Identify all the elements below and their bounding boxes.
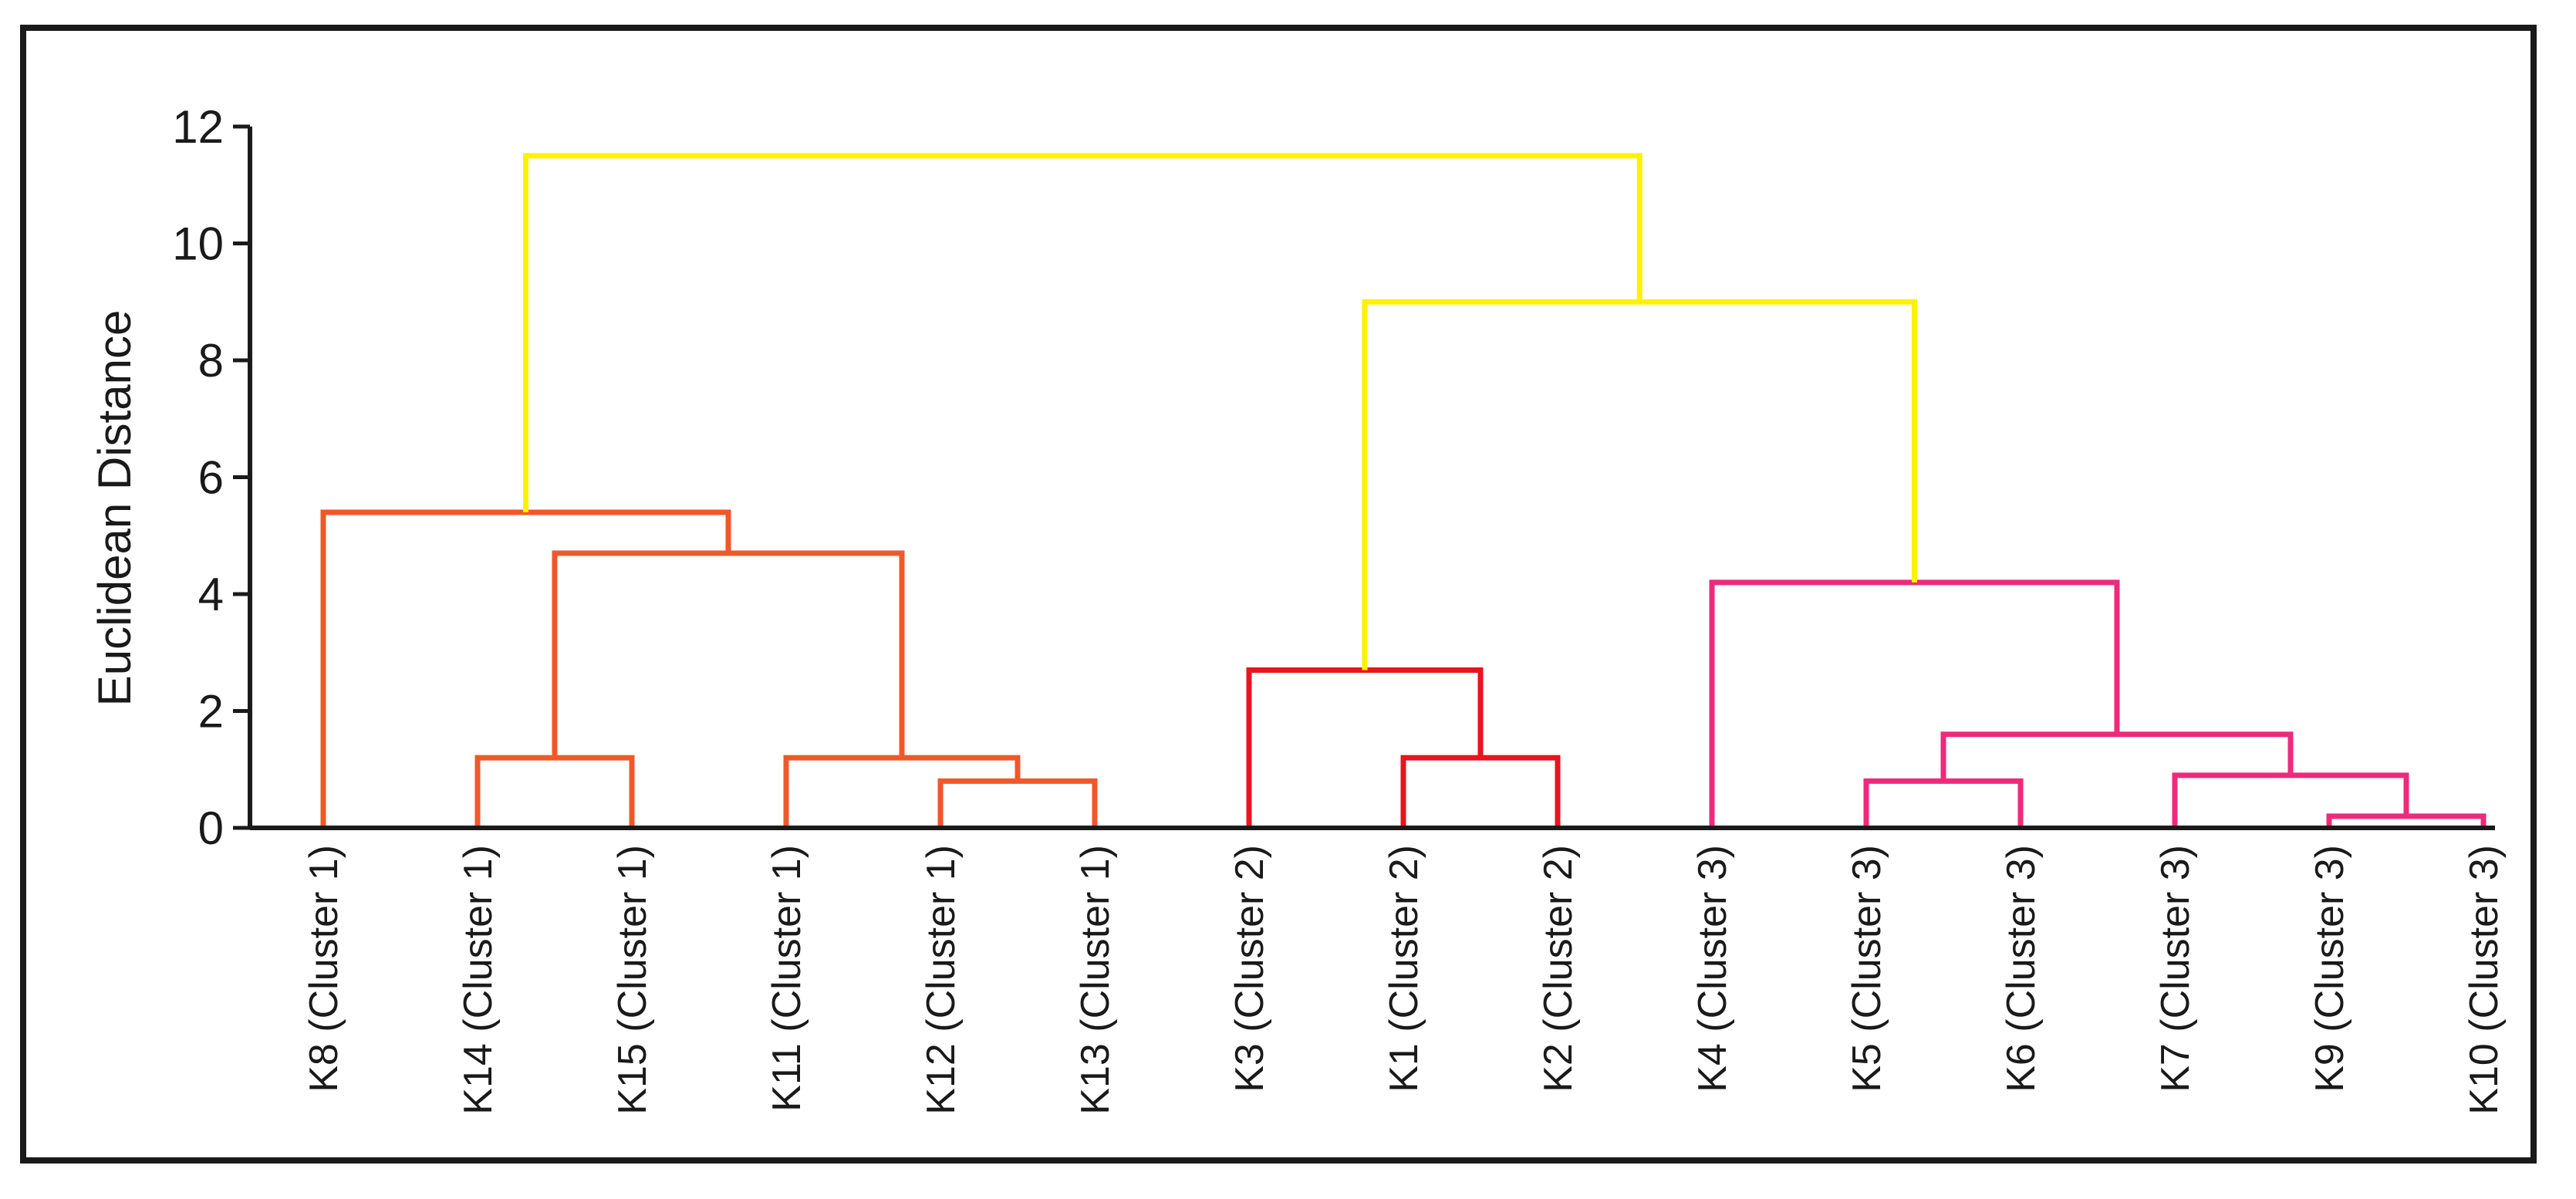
y-tick-label: 2 [198,686,224,738]
link-f [1400,755,1561,828]
y-tick-label: 10 [172,218,224,270]
leaf-label-k15: K15 (Cluster 1) [610,845,655,1115]
link-b [937,778,1098,828]
y-tick-label: 0 [198,802,224,854]
link-root [523,153,1642,512]
leaf-label-k3: K3 (Cluster 2) [1227,845,1272,1093]
leaf-label-k5: K5 (Cluster 3) [1845,845,1889,1093]
leaf-label-k12: K12 (Cluster 1) [919,845,964,1115]
leaf-label-k6: K6 (Cluster 3) [1999,845,2044,1093]
y-tick-label: 6 [198,452,224,504]
y-axis-label: Euclidean Distance [89,310,140,707]
link-m [1709,579,2120,828]
y-tick-label: 4 [198,569,224,620]
leaf-label-k2: K2 (Cluster 2) [1536,845,1581,1093]
y-axis-ticks: 0 2 4 6 8 10 12 [172,101,250,854]
link-h [1863,778,2024,828]
leaf-label-k14: K14 (Cluster 1) [456,845,501,1115]
link-a [474,755,635,828]
link-n [1362,299,1917,670]
y-tick-label: 8 [198,335,224,387]
leaf-label-k11: K11 (Cluster 1) [765,845,809,1112]
dendrogram-links [320,153,2487,828]
link-d [552,550,905,758]
y-tick-label: 12 [172,101,224,153]
link-g [1246,667,1484,828]
link-c [783,755,1021,828]
leaf-label-k7: K7 (Cluster 3) [2153,845,2198,1093]
link-e [320,509,731,828]
chart-frame: 0 2 4 6 8 10 12 K8 (Cluster 1) K14 (Cluster 1) K… [20,25,2537,1164]
link-j [2172,772,2409,828]
leaf-label-k1: K1 (Cluster 2) [1382,845,1426,1093]
leaf-label-k8: K8 (Cluster 1) [302,845,346,1093]
axes [248,127,2495,830]
leaf-label-k9: K9 (Cluster 3) [2308,845,2352,1093]
leaf-label-k13: K13 (Cluster 1) [1073,845,1118,1115]
x-axis-leaf-labels: K8 (Cluster 1) K14 (Cluster 1) K15 (Cluste… [302,845,2507,1115]
leaf-label-k4: K4 (Cluster 3) [1690,845,1735,1093]
leaf-label-k10: K10 (Cluster 3) [2462,845,2507,1115]
